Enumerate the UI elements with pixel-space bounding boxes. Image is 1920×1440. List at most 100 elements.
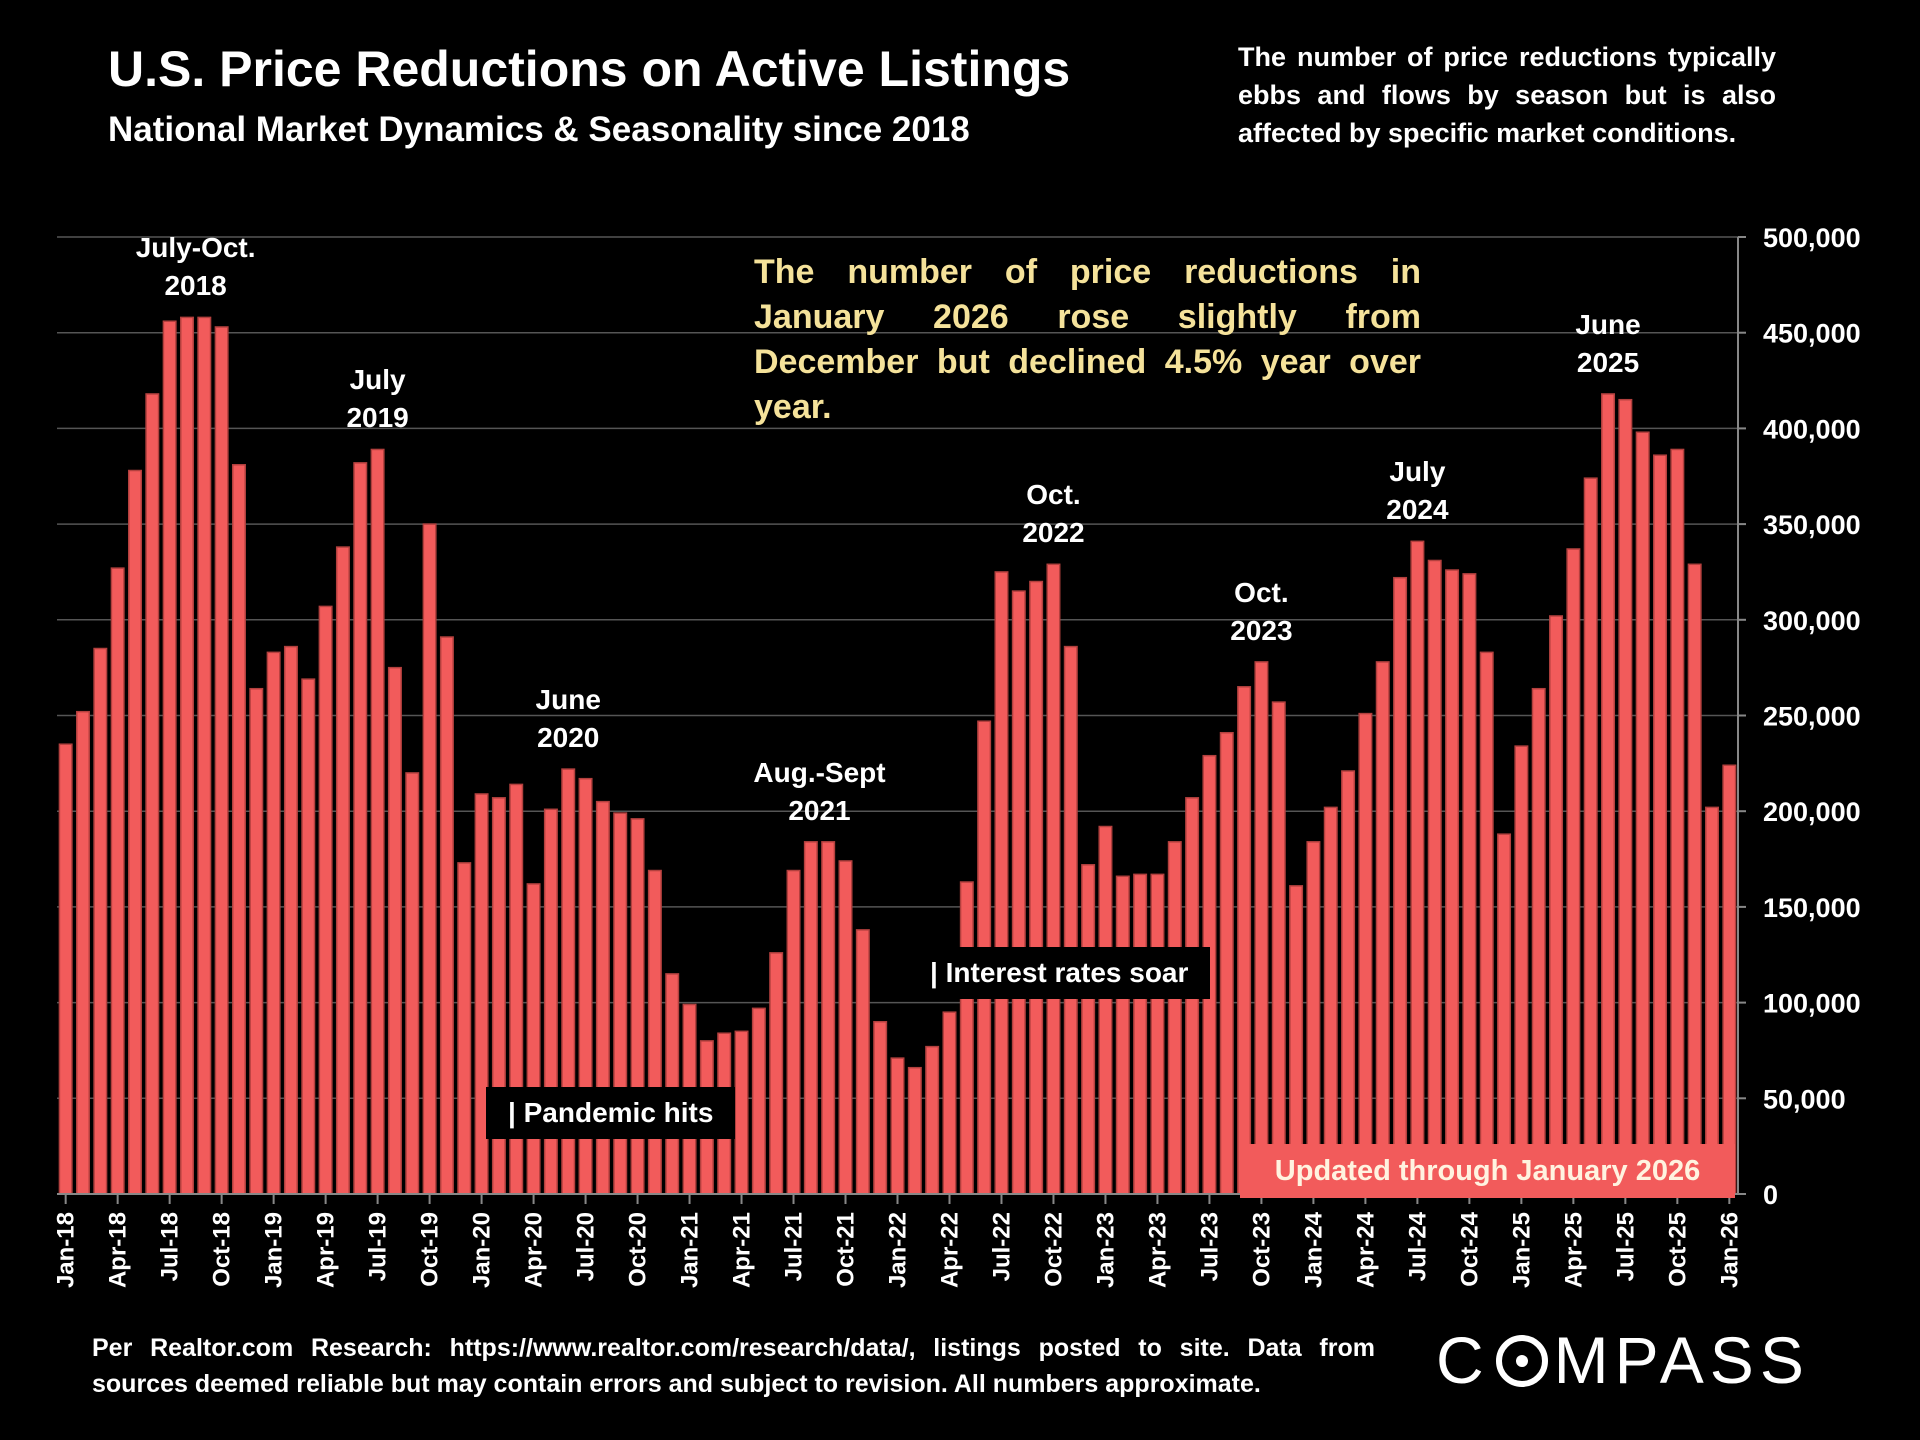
- x-tick-label: Jan-20: [469, 1212, 496, 1288]
- peak-label-year: 2025: [1576, 346, 1640, 378]
- y-tick-label: 50,000: [1763, 1084, 1846, 1114]
- bar: [1167, 841, 1182, 1195]
- compass-logo: C MPASS: [1436, 1323, 1810, 1397]
- x-tick-label: Jan-26: [1716, 1212, 1743, 1288]
- x-tick-label: Jul-21: [781, 1212, 808, 1281]
- peak-label-year: 2019: [346, 402, 409, 434]
- bar: [335, 546, 350, 1195]
- bar: [1098, 825, 1113, 1195]
- x-tick-label: Apr-22: [936, 1212, 963, 1288]
- bar: [301, 678, 316, 1195]
- chart-bars: [58, 316, 1737, 1195]
- bar: [1133, 873, 1148, 1195]
- bar: [1462, 573, 1477, 1195]
- bar: [1271, 701, 1286, 1195]
- bar: [665, 973, 680, 1195]
- bar: [405, 772, 420, 1195]
- bar: [1583, 477, 1598, 1195]
- peak-label-year: 2022: [1022, 517, 1085, 549]
- x-tick-label: Apr-18: [105, 1212, 132, 1288]
- peak-label: July 2019: [346, 361, 408, 437]
- bar: [1029, 580, 1044, 1195]
- peak-label-period: Oct.: [1234, 576, 1289, 608]
- bar: [647, 869, 662, 1195]
- chart-title: U.S. Price Reductions on Active Listings: [108, 41, 1071, 97]
- x-tick-label: Oct-18: [209, 1212, 236, 1287]
- peak-label-year: 2023: [1230, 614, 1293, 646]
- bar: [1219, 731, 1234, 1195]
- bar: [1445, 569, 1460, 1195]
- x-tick-label: Oct-24: [1456, 1211, 1483, 1286]
- interest-rates-event-label: | Interest rates soar: [908, 947, 1211, 999]
- peak-label-period: July-Oct.: [135, 232, 256, 264]
- bar: [1687, 563, 1702, 1195]
- bar: [786, 869, 801, 1195]
- bar: [1618, 398, 1633, 1195]
- peak-label-year: 2021: [788, 794, 851, 826]
- bar: [439, 636, 454, 1195]
- bar: [1115, 875, 1130, 1195]
- bar: [179, 316, 194, 1195]
- bar: [1722, 764, 1737, 1195]
- x-tick-label: Jul-25: [1612, 1212, 1639, 1281]
- y-tick-label: 500,000: [1763, 223, 1861, 253]
- chart-subtitle: National Market Dynamics & Seasonality s…: [108, 110, 970, 149]
- y-axis-ticks: 0 50,000 100,000 150,000 200,000 250,000 300,0…: [1738, 223, 1861, 1210]
- x-tick-label: Jul-24: [1404, 1211, 1431, 1281]
- bar: [942, 1011, 957, 1195]
- y-tick-label: 400,000: [1763, 414, 1861, 444]
- bar: [751, 1007, 766, 1195]
- bar: [353, 462, 368, 1195]
- bar: [128, 469, 142, 1195]
- x-tick-label: Apr-19: [313, 1212, 340, 1288]
- x-tick-label: Oct-19: [417, 1212, 444, 1287]
- peak-label: July-Oct. 2018: [136, 229, 256, 305]
- x-tick-label: Jan-25: [1508, 1212, 1535, 1288]
- seasonality-note: The number of price reductions typically…: [1238, 42, 1776, 148]
- peak-label: June 2025: [1575, 306, 1640, 382]
- bar: [1341, 770, 1356, 1195]
- x-tick-label: Apr-25: [1560, 1212, 1587, 1288]
- bar: [1549, 615, 1564, 1195]
- bar: [526, 883, 541, 1195]
- bar: [1306, 841, 1321, 1195]
- bar: [1705, 806, 1720, 1195]
- bar: [1375, 661, 1390, 1195]
- peak-label: July 2024: [1386, 453, 1448, 529]
- bar: [1531, 687, 1546, 1195]
- x-tick-label: Jul-23: [1196, 1212, 1223, 1281]
- peak-label: Aug.-Sept 2021: [753, 754, 885, 830]
- peak-label-year: 2020: [537, 722, 600, 754]
- peak-label-period: Oct.: [1026, 479, 1081, 511]
- peak-label-year: 2018: [164, 270, 227, 302]
- x-tick-label: Jan-18: [53, 1212, 80, 1288]
- bar: [907, 1066, 922, 1195]
- bar: [266, 651, 281, 1195]
- bar: [1601, 393, 1616, 1195]
- x-tick-label: Jul-19: [365, 1212, 392, 1281]
- bar: [1011, 590, 1026, 1195]
- bar: [370, 448, 385, 1195]
- x-tick-label: Apr-24: [1352, 1211, 1379, 1288]
- x-tick-label: Jan-23: [1092, 1212, 1119, 1288]
- bar: [1323, 806, 1338, 1195]
- x-tick-label: Jul-22: [988, 1212, 1015, 1281]
- bar: [1410, 540, 1425, 1195]
- bar: [1514, 745, 1529, 1195]
- bar: [803, 841, 818, 1195]
- bar: [1358, 712, 1373, 1195]
- peak-label: June 2020: [536, 681, 601, 757]
- peak-label-period: June: [1575, 308, 1641, 340]
- x-tick-label: Jan-21: [677, 1212, 704, 1288]
- peak-label-period: Aug.-Sept: [753, 756, 886, 788]
- x-tick-label: Oct-20: [625, 1212, 652, 1287]
- y-tick-label: 0: [1763, 1180, 1778, 1210]
- bar: [1566, 548, 1581, 1195]
- bar: [1653, 454, 1668, 1195]
- bar: [873, 1020, 888, 1195]
- compass-o-icon: [1495, 1335, 1548, 1387]
- bar: [197, 316, 212, 1195]
- peak-label-period: July: [1389, 456, 1446, 488]
- bar: [1046, 563, 1061, 1195]
